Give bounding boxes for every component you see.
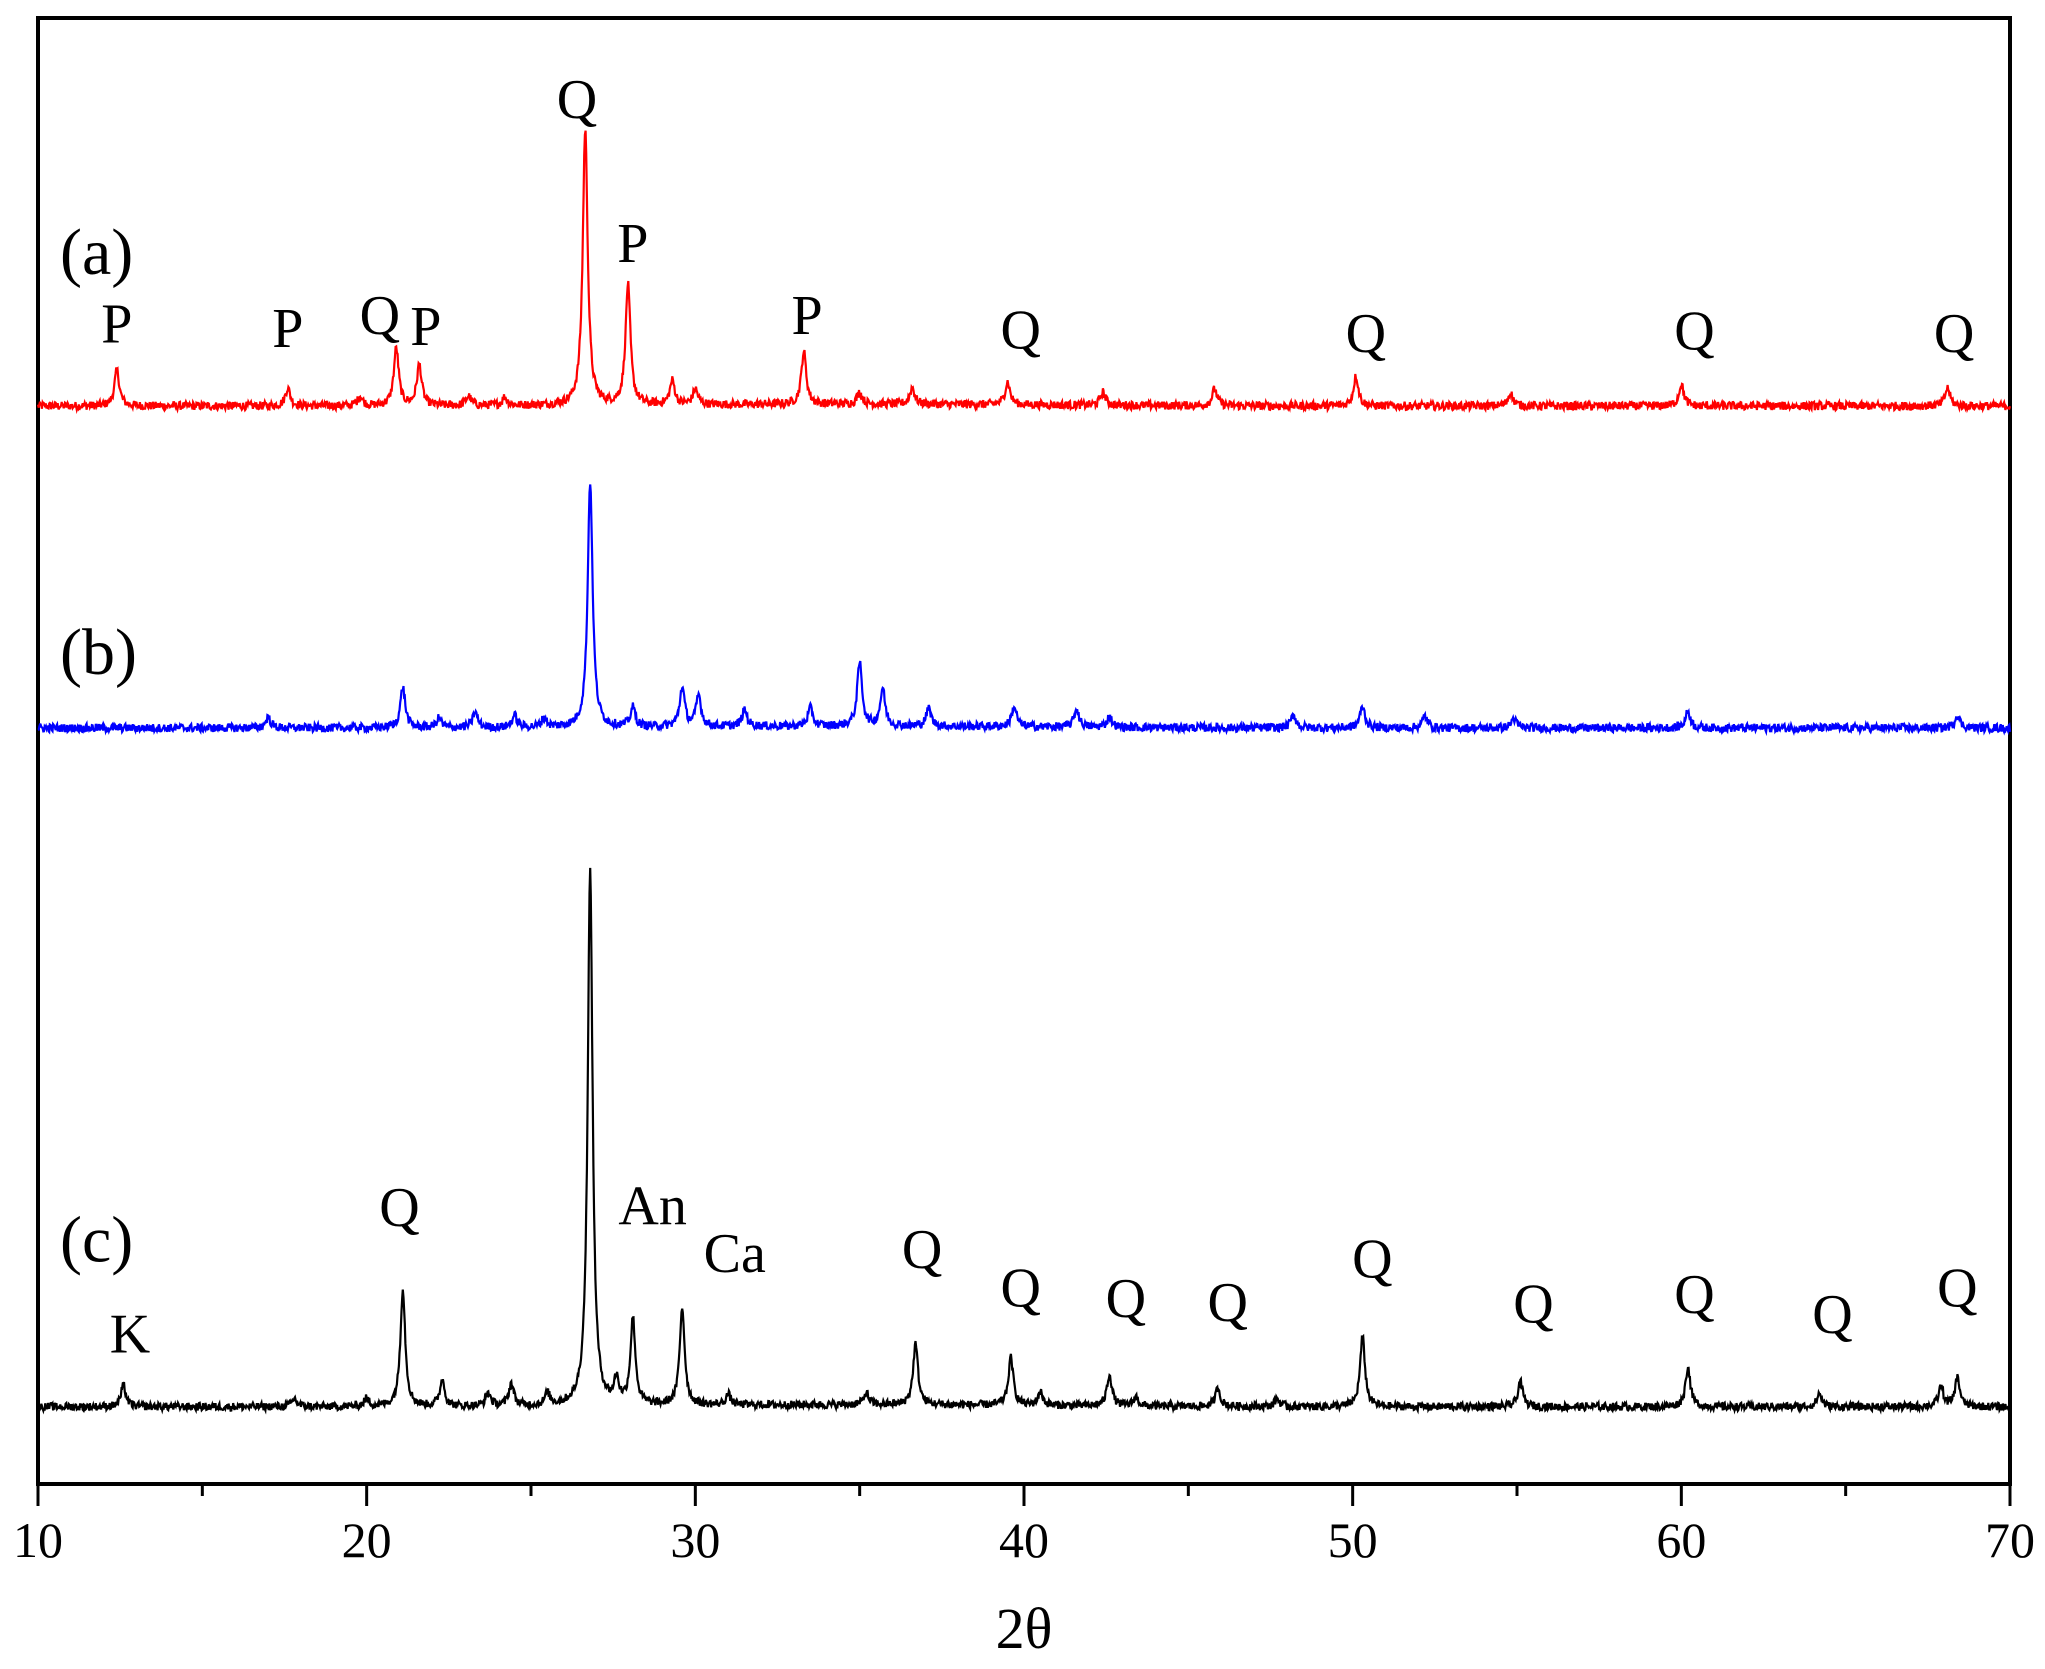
peak-label: Q bbox=[360, 285, 400, 347]
peak-label: Q bbox=[1000, 1257, 1040, 1319]
peak-label: Q bbox=[1934, 303, 1974, 365]
curve-b bbox=[37, 484, 2012, 737]
peak-label: Q bbox=[557, 69, 597, 131]
peak-label: Ca bbox=[704, 1223, 766, 1285]
curve-label-a: (a) bbox=[60, 216, 133, 289]
x-tick-label: 50 bbox=[1328, 1512, 1378, 1568]
peak-label: Q bbox=[1674, 301, 1714, 363]
curves bbox=[36, 130, 2012, 1415]
x-tick-label: 70 bbox=[1985, 1512, 2035, 1568]
peak-label: Q bbox=[1000, 299, 1040, 361]
x-axis: 10 20 30 40 50 60 70 bbox=[13, 1484, 2035, 1568]
peak-label: Q bbox=[902, 1219, 942, 1281]
x-tick-label: 60 bbox=[1656, 1512, 1706, 1568]
x-tick-label: 40 bbox=[999, 1512, 1049, 1568]
peak-label: P bbox=[792, 285, 823, 347]
peak-label: Q bbox=[1208, 1272, 1248, 1334]
peak-label: Q bbox=[1352, 1228, 1392, 1290]
peak-label: P bbox=[272, 298, 303, 360]
peak-label: Q bbox=[1513, 1273, 1553, 1335]
curve-label-c: (c) bbox=[60, 1204, 133, 1277]
curve-c bbox=[36, 867, 2012, 1415]
peak-label: Q bbox=[1674, 1264, 1714, 1326]
curve-label-b: (b) bbox=[60, 616, 137, 689]
peak-label: P bbox=[410, 296, 441, 358]
peak-label: Q bbox=[1106, 1268, 1146, 1330]
peak-label: K bbox=[110, 1304, 150, 1366]
x-tick-label: 10 bbox=[13, 1512, 63, 1568]
peak-label: Q bbox=[1346, 303, 1386, 365]
peak-label: Q bbox=[379, 1177, 419, 1239]
peak-label: P bbox=[101, 293, 132, 355]
curve-labels: (a) (b) (c) bbox=[60, 216, 137, 1277]
peak-label: P bbox=[617, 213, 648, 275]
x-tick-label: 30 bbox=[670, 1512, 720, 1568]
peak-label: Q bbox=[1937, 1257, 1977, 1319]
x-axis-label: 2θ bbox=[996, 1596, 1053, 1661]
curve-a bbox=[36, 130, 2012, 415]
peak-label: Q bbox=[1812, 1284, 1852, 1346]
peak-label: An bbox=[618, 1176, 686, 1238]
x-tick-label: 20 bbox=[342, 1512, 392, 1568]
